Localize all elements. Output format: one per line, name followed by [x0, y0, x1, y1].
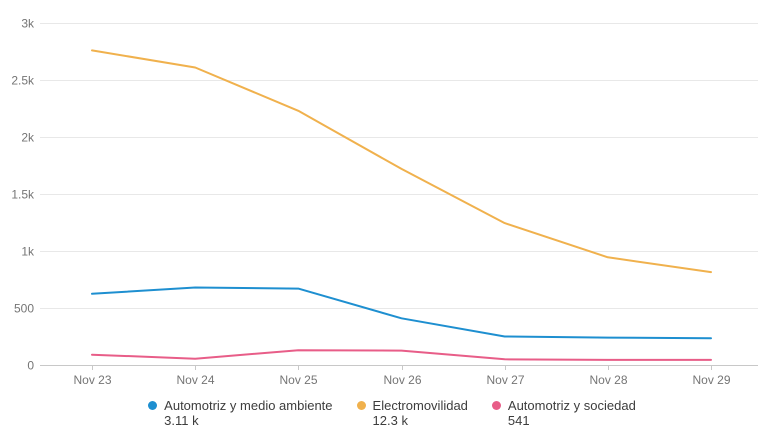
x-axis-label: Nov 28 — [589, 373, 627, 387]
x-axis-label: Nov 23 — [73, 373, 111, 387]
legend-dot-icon — [491, 401, 501, 410]
legend-item-automotriz-y-sociedad[interactable]: Automotriz y sociedad 541 — [491, 398, 636, 428]
legend-dot-icon — [148, 401, 158, 410]
x-axis-label: Nov 26 — [383, 373, 421, 387]
legend-item-automotriz-y-medio-ambiente[interactable]: Automotriz y medio ambiente 3.11 k — [148, 398, 333, 428]
y-axis-label: 2.5k — [11, 74, 35, 88]
chart-plot-area: 0 500 1k 1.5k 2k 2.5k 3k Nov 23 Nov 24 Nov 25 Nov … — [11, 17, 758, 387]
x-axis-label: Nov 24 — [176, 373, 214, 387]
series-line-0[interactable] — [91, 286, 712, 340]
legend-dot-icon — [356, 401, 366, 410]
y-axis-label: 3k — [21, 17, 35, 31]
x-axis-label: Nov 25 — [279, 373, 317, 387]
x-axis-label: Nov 29 — [692, 373, 730, 387]
chart-legend: Automotriz y medio ambiente 3.11 k Elect… — [0, 398, 758, 428]
legend-series-name: Automotriz y medio ambiente — [164, 398, 333, 413]
x-axis-label: Nov 27 — [486, 373, 524, 387]
y-axis-label: 1.5k — [11, 188, 35, 202]
legend-series-name: Automotriz y sociedad — [507, 398, 636, 413]
series-line-1[interactable] — [91, 49, 712, 274]
legend-series-total: 3.11 k — [164, 413, 199, 428]
legend-item-electromovilidad[interactable]: Electromovilidad 12.3 k — [356, 398, 468, 428]
y-axis-label: 1k — [21, 245, 35, 259]
legend-series-total: 541 — [507, 413, 530, 428]
y-axis-label: 500 — [14, 302, 34, 316]
series-line-2[interactable] — [91, 349, 712, 361]
legend-series-total: 12.3 k — [372, 413, 408, 428]
y-axis-label: 0 — [27, 359, 34, 373]
legend-series-name: Electromovilidad — [372, 398, 468, 413]
y-axis-label: 2k — [21, 131, 35, 145]
